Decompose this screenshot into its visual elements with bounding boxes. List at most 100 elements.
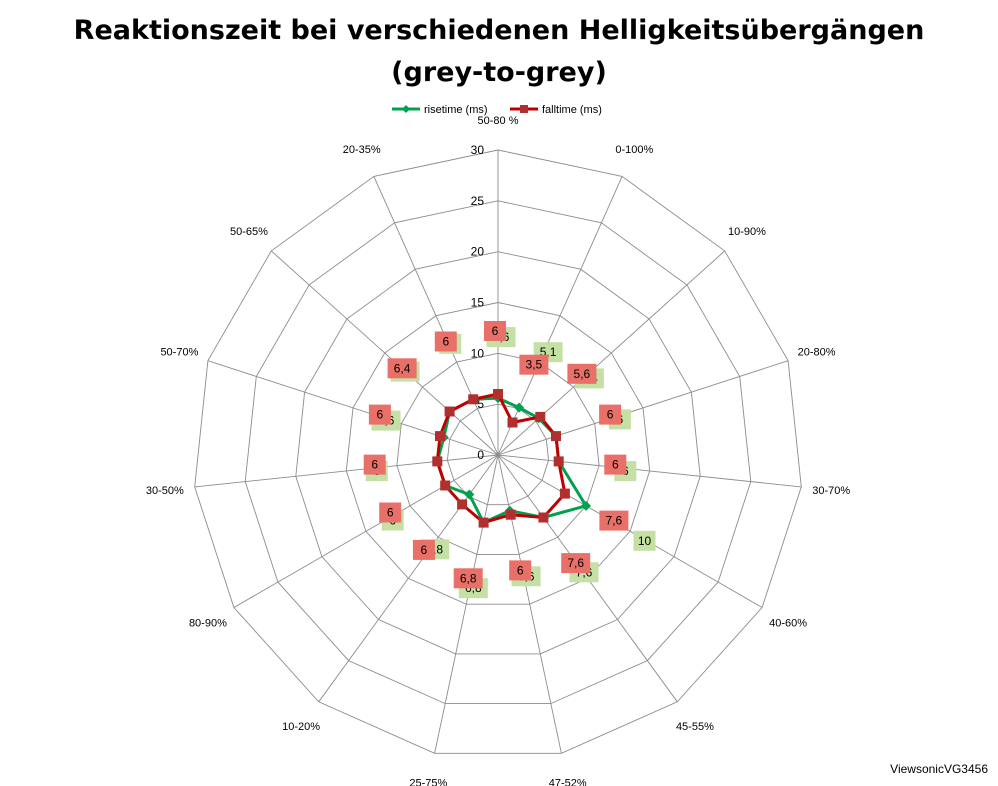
spoke-5: [497, 454, 763, 608]
category-label: 20-80%: [798, 347, 836, 359]
series-lines: [432, 389, 592, 528]
risetime-data-label: 10: [638, 534, 652, 548]
category-labels: 50-80 % 0-100% 10-90% 20-80% 30-70% 40-60% 45-…: [146, 115, 851, 786]
grid-ring-2: [396, 352, 600, 555]
radial-tick-label: 10: [471, 346, 485, 360]
category-label: 50-70%: [160, 347, 198, 359]
radial-tick-label: 0: [477, 448, 484, 462]
falltime-data-label: 6: [492, 324, 499, 338]
falltime-data-label: 6: [612, 458, 619, 472]
falltime-label-box: [519, 354, 549, 375]
falltime-data-label: 3,5: [526, 358, 543, 372]
falltime-point: [444, 406, 455, 417]
category-label: 47-52%: [549, 778, 587, 786]
falltime-label-box: [387, 358, 417, 379]
falltime-label-box: [453, 568, 483, 589]
falltime-data-label: 6: [442, 335, 449, 349]
spoke-12: [207, 360, 499, 456]
falltime-label-box: [599, 404, 622, 425]
falltime-label-box: [509, 560, 532, 581]
radar-spokes: [194, 150, 802, 754]
falltime-label-box: [368, 404, 391, 425]
category-label: 80-90%: [189, 618, 227, 630]
falltime-point: [457, 499, 468, 510]
data-labels: 5,65,15,466107,65,66,84,8665,66,4663,55,…: [363, 321, 656, 599]
grid-ring-3: [345, 302, 651, 605]
series-line-falltime: [435, 392, 567, 525]
falltime-point: [538, 512, 549, 523]
falltime-data-label: 6: [421, 543, 428, 557]
spoke-14: [373, 176, 499, 456]
falltime-data-label: 6: [607, 408, 614, 422]
falltime-data-label: 7,6: [567, 556, 584, 570]
falltime-label-box: [379, 502, 402, 523]
falltime-data-label: 5,6: [574, 367, 591, 381]
falltime-point: [432, 456, 443, 467]
falltime-point: [507, 417, 518, 428]
chart-title: Reaktionszeit bei verschiedenen Helligke…: [0, 10, 998, 94]
category-label: 20-35%: [343, 144, 381, 156]
footer-model-label: ViewsonicVG3456: [890, 762, 988, 776]
category-label: 50-65%: [230, 226, 268, 238]
falltime-data-label: 7,6: [606, 514, 623, 528]
falltime-label-box: [434, 331, 457, 352]
radial-tick-label: 25: [471, 194, 485, 208]
category-label: 10-20%: [282, 721, 320, 733]
legend-marker-square: [520, 105, 528, 113]
legend-label: falltime (ms): [542, 104, 602, 116]
falltime-data-label: 6: [517, 563, 524, 577]
falltime-point: [440, 480, 451, 491]
radar-grid: [194, 149, 802, 754]
category-label: 40-60%: [769, 618, 807, 630]
grid-ring-6: [194, 149, 802, 754]
legend-label: risetime (ms): [424, 104, 488, 116]
legend-marker-diamond: [402, 105, 410, 113]
falltime-point: [553, 456, 564, 467]
category-label: 10-90%: [728, 226, 766, 238]
falltime-label-box: [599, 510, 629, 531]
falltime-point: [468, 394, 479, 405]
falltime-point: [435, 431, 445, 442]
spoke-10: [233, 454, 499, 608]
radial-tick-labels: 0 5 10 15 20 25 30: [471, 143, 485, 462]
falltime-point: [559, 488, 570, 499]
chart-subtitle: (grey-to-grey): [391, 57, 607, 88]
falltime-label-box: [484, 321, 506, 341]
falltime-label-box: [561, 553, 591, 574]
legend: risetime (ms) falltime (ms): [392, 104, 602, 116]
risetime-point: [514, 402, 525, 413]
falltime-point: [551, 431, 561, 442]
falltime-data-label: 6: [377, 408, 384, 422]
category-label: 50-80 %: [478, 115, 519, 127]
spoke-4: [497, 454, 802, 488]
category-label: 45-55%: [676, 721, 714, 733]
risetime-point: [464, 489, 475, 500]
falltime-point: [478, 517, 489, 528]
spoke-8: [434, 454, 499, 754]
grid-ring-5: [244, 200, 752, 705]
radial-tick-label: 20: [471, 245, 485, 259]
falltime-point: [493, 389, 503, 399]
falltime-label-box: [604, 454, 627, 475]
falltime-label-box: [363, 454, 386, 475]
falltime-label-box: [412, 539, 435, 560]
spoke-11: [194, 454, 499, 488]
falltime-point: [535, 411, 546, 422]
grid-ring-4: [295, 251, 701, 655]
radial-tick-label: 15: [471, 296, 485, 310]
category-label: 30-70%: [812, 485, 850, 497]
chart-title-main: Reaktionszeit bei verschiedenen Helligke…: [73, 15, 925, 46]
category-label: 0-100%: [615, 144, 653, 156]
radial-tick-label: 30: [471, 143, 485, 157]
falltime-data-label: 6: [371, 458, 378, 472]
spoke-7: [497, 454, 562, 754]
falltime-data-label: 6,8: [460, 571, 477, 585]
falltime-label-box: [567, 363, 597, 384]
category-label: 25-75%: [409, 778, 447, 786]
falltime-data-label: 6,4: [394, 361, 411, 375]
radial-tick-label: 5: [477, 397, 484, 411]
spoke-13: [270, 250, 499, 456]
category-label: 30-50%: [146, 485, 184, 497]
grid-ring-1: [446, 403, 550, 506]
